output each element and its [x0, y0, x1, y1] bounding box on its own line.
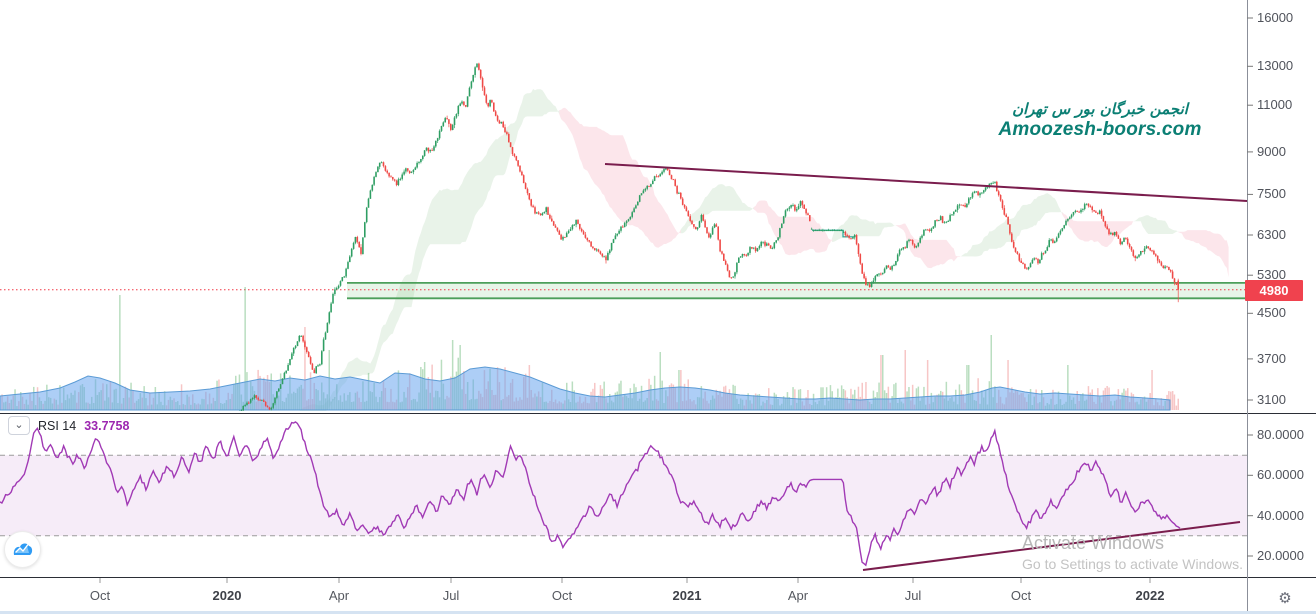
last-price-badge: 4980	[1245, 280, 1303, 301]
time-axis-label: 2020	[212, 588, 242, 603]
price-tick-label: 6300	[1257, 226, 1286, 242]
price-tick-label: 11000	[1257, 97, 1293, 113]
time-axis-label: Jul	[904, 588, 922, 603]
price-tick-label: 5300	[1257, 267, 1286, 283]
price-tick-label: 16000	[1257, 10, 1294, 25]
price-tick-label: 9000	[1257, 143, 1286, 159]
chevron-down-icon[interactable]: ⌄	[8, 416, 30, 435]
time-axis-label: 2022	[1135, 588, 1165, 603]
rsi-tick-label: 80.0000	[1257, 427, 1304, 442]
time-axis-label: Apr	[787, 588, 809, 603]
price-tick-label: 4500	[1257, 305, 1286, 321]
rsi-tick-label: 40.0000	[1257, 507, 1304, 523]
rsi-header: ⌄ RSI 14 33.7758	[8, 416, 129, 435]
time-axis-label: Oct	[89, 588, 111, 603]
time-axis-label: Apr	[328, 588, 350, 603]
logo-button[interactable]	[4, 531, 41, 568]
time-axis-label: 2021	[672, 588, 702, 603]
rsi-indicator-label: RSI 14	[38, 418, 77, 433]
price-tick-label: 3700	[1257, 350, 1286, 366]
price-tick-label: 3100	[1257, 392, 1286, 408]
rsi-indicator-value: 33.7758	[84, 418, 130, 433]
rsi-tick-label: 20.0000	[1257, 548, 1304, 563]
chart-logo-icon	[13, 542, 32, 555]
price-tick-label: 13000	[1257, 58, 1294, 74]
price-tick-label: 7500	[1257, 186, 1286, 202]
rsi-tick-label: 60.0000	[1257, 467, 1304, 483]
time-axis-label: Oct	[551, 588, 573, 603]
gear-icon[interactable]: ⚙	[1278, 590, 1292, 607]
time-axis-label: Oct	[1010, 588, 1032, 603]
time-axis-label: Jul	[442, 588, 460, 603]
